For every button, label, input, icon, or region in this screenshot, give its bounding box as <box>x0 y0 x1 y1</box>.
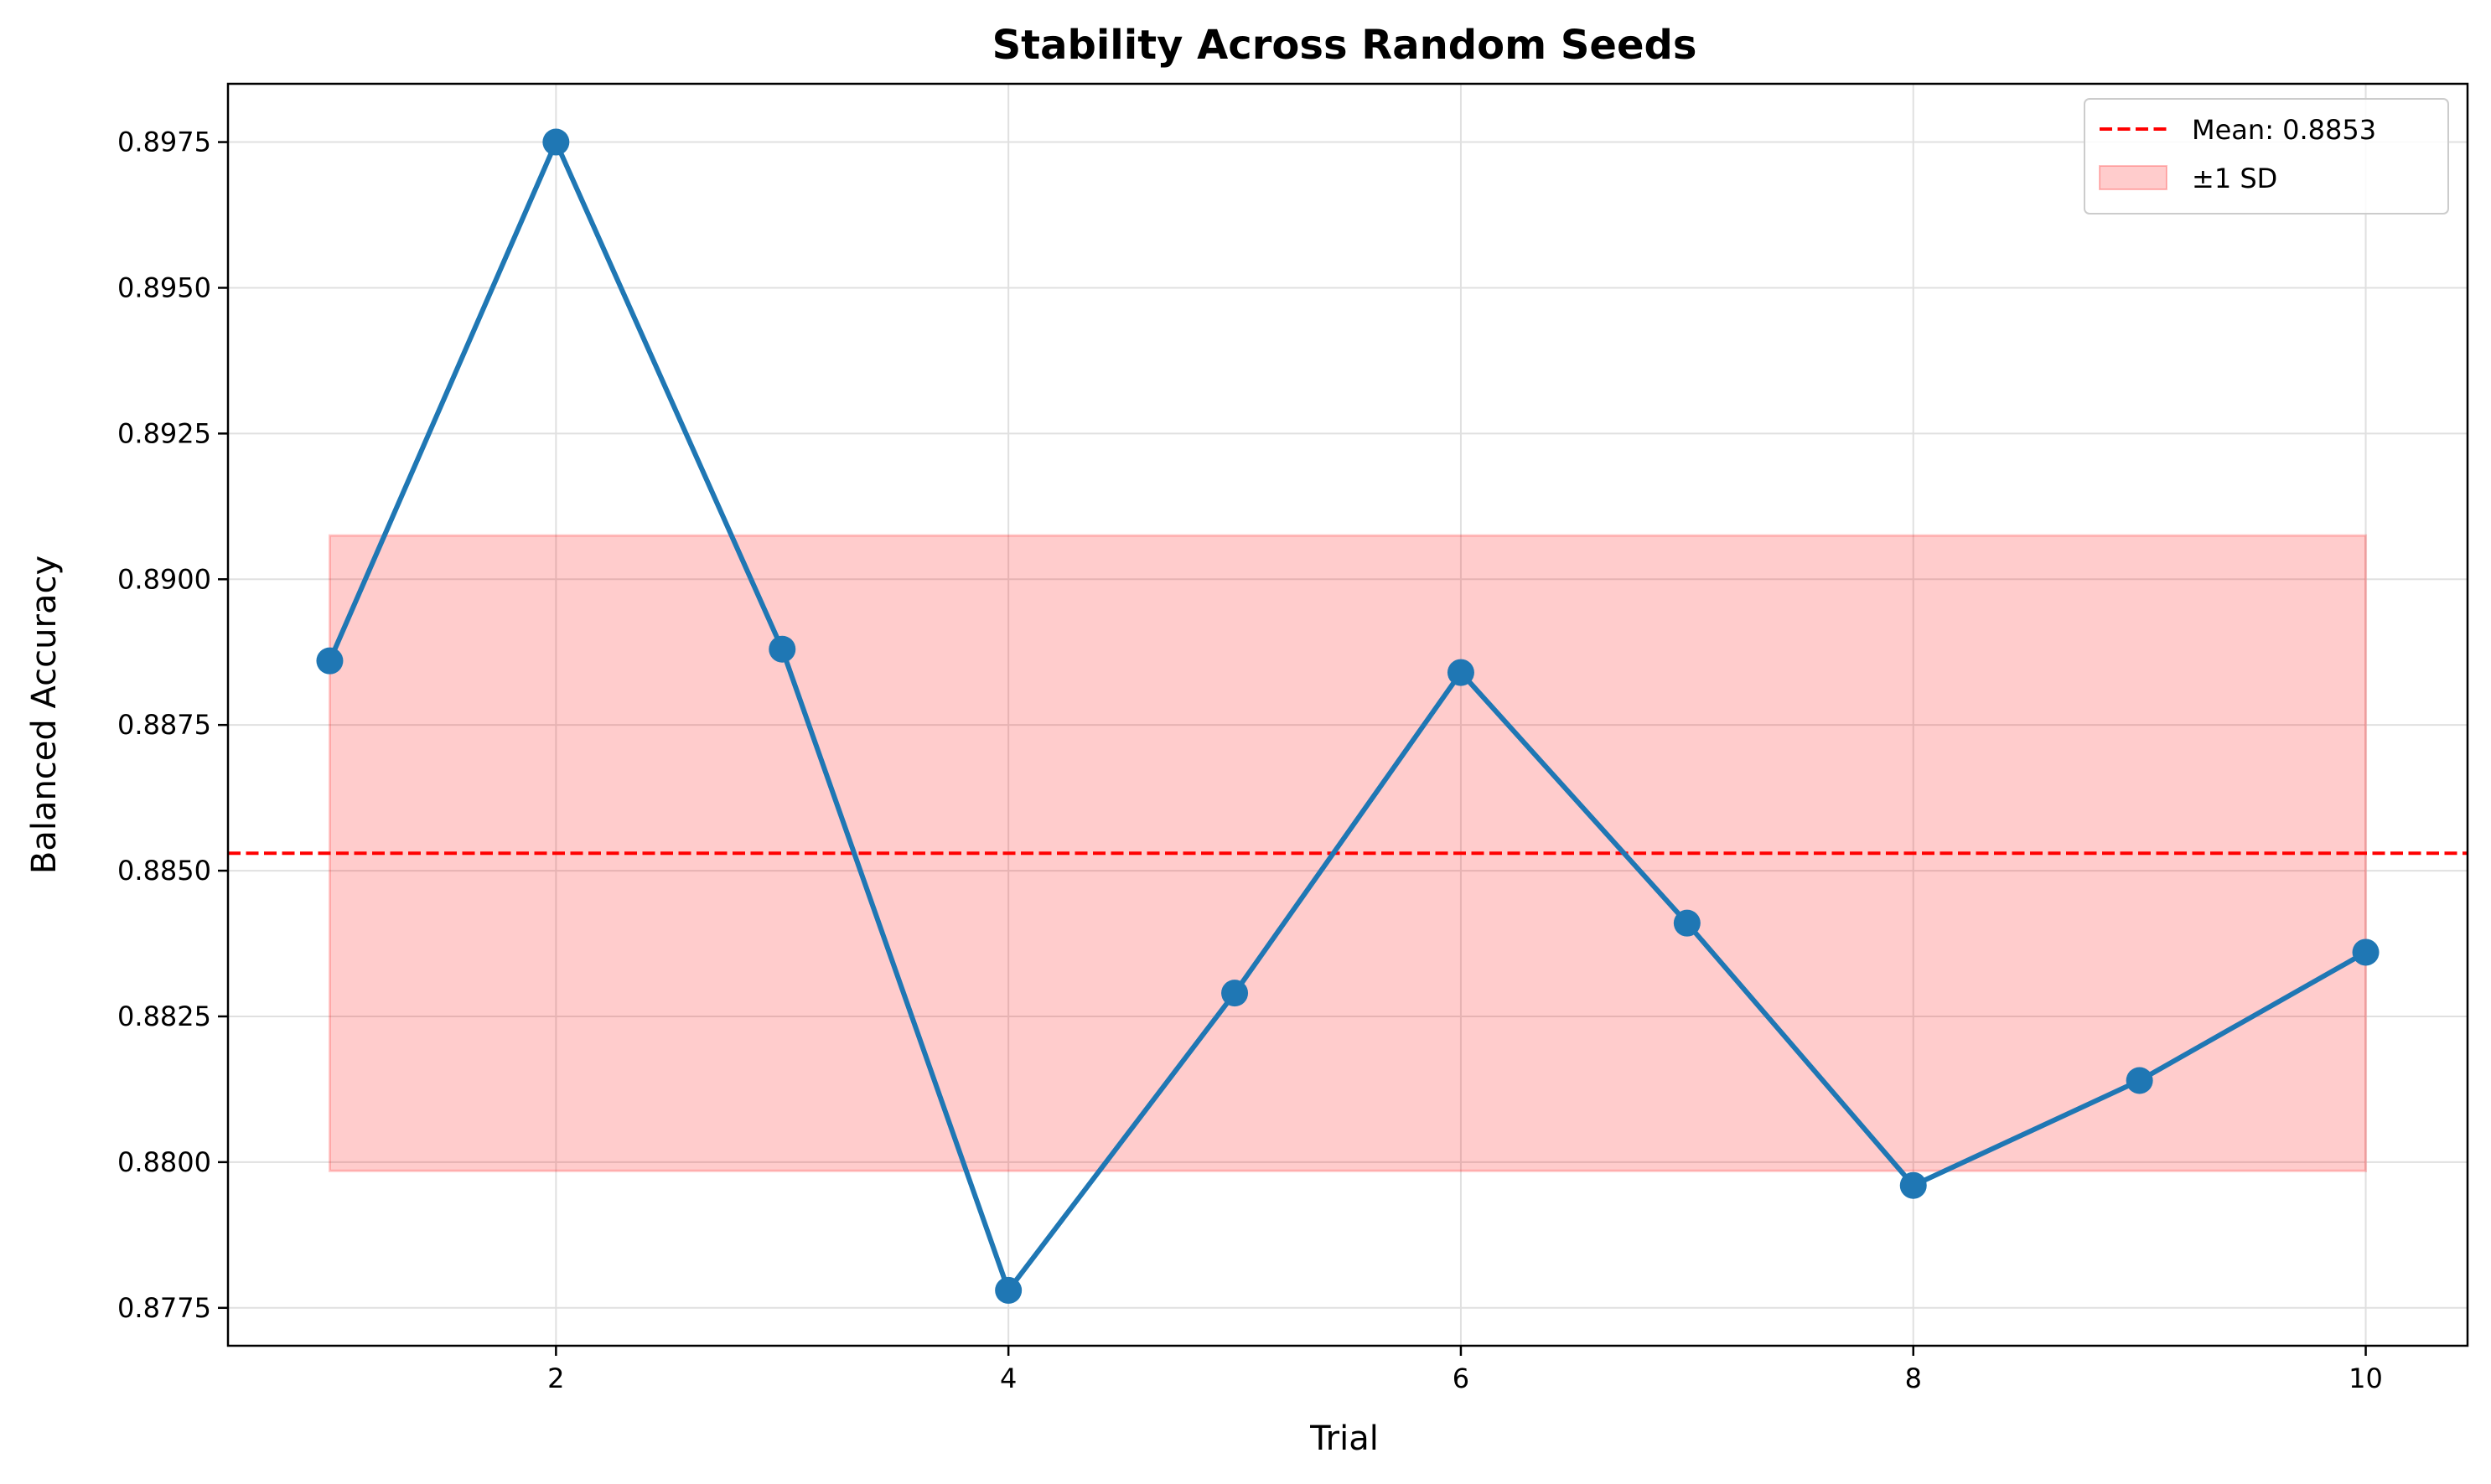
y-tick-label: 0.8825 <box>117 1001 211 1032</box>
y-tick-label: 0.8925 <box>117 417 211 449</box>
y-tick-label: 0.8950 <box>117 271 211 303</box>
data-point <box>1221 980 1249 1007</box>
data-point <box>769 635 796 663</box>
chart-title: Stability Across Random Seeds <box>992 22 1697 69</box>
data-point <box>1447 659 1474 686</box>
series-layer <box>316 128 2380 1304</box>
x-tick-label: 8 <box>1905 1362 1922 1394</box>
data-point <box>2126 1067 2153 1094</box>
legend-mean-label: Mean: 0.8853 <box>2192 114 2376 146</box>
data-point <box>995 1276 1023 1304</box>
x-tick-label: 6 <box>1453 1362 1469 1394</box>
y-tick-label: 0.8975 <box>117 127 211 158</box>
x-tick-label: 4 <box>1000 1362 1017 1394</box>
series-line <box>327 139 2369 1293</box>
legend-sd-swatch <box>2099 165 2167 190</box>
x-tick-label: 2 <box>547 1362 564 1394</box>
ticks: 2 4 6 8 10 0.8775 0.8800 0.8825 0.8850 0.8875 0.89… <box>117 127 2383 1394</box>
y-tick-label: 0.8875 <box>117 709 211 741</box>
x-axis-label: Trial <box>1309 1419 1379 1458</box>
data-point <box>1899 1171 1927 1199</box>
y-tick-label: 0.8800 <box>117 1146 211 1178</box>
legend-box <box>2084 98 2449 215</box>
legend-sd-label: ±1 SD <box>2192 163 2277 194</box>
y-tick-label: 0.8775 <box>117 1292 211 1324</box>
plot-frame <box>226 82 2469 1347</box>
y-tick-label: 0.8850 <box>117 855 211 887</box>
data-point <box>2352 938 2380 966</box>
data-point <box>1673 909 1701 937</box>
data-point <box>316 647 344 675</box>
x-tick-label: 10 <box>2349 1362 2383 1394</box>
legend: Mean: 0.8853 ±1 SD <box>2084 98 2449 215</box>
y-axis-label: Balanced Accuracy <box>25 556 64 874</box>
data-point <box>542 128 570 156</box>
grid <box>228 84 2468 1346</box>
axes <box>226 82 2469 1347</box>
y-tick-label: 0.8900 <box>117 563 211 595</box>
